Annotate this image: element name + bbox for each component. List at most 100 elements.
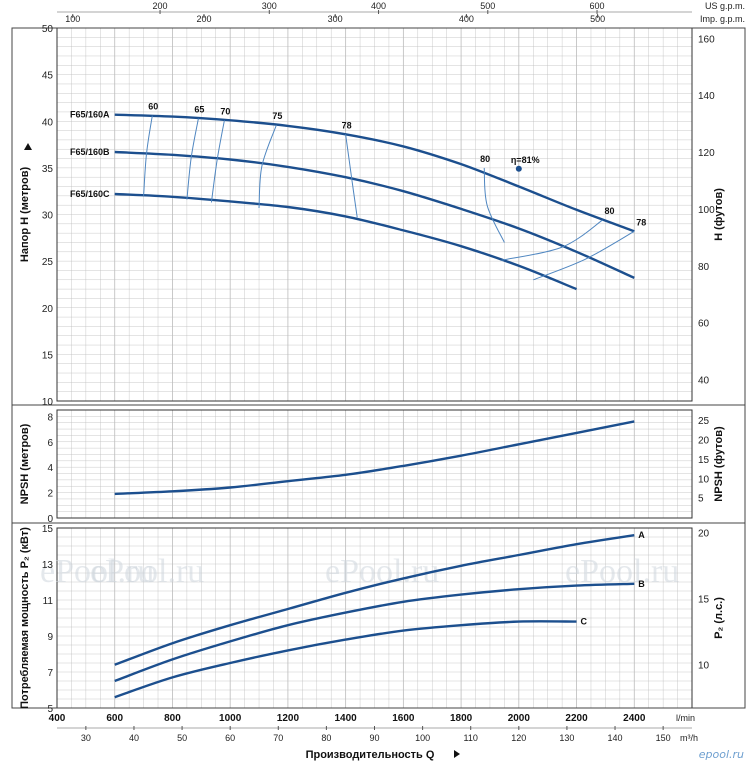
top-tick-label: 300: [262, 1, 277, 11]
x-tick-label: 2400: [623, 713, 646, 724]
x2-tick-label: 70: [273, 733, 283, 743]
top-tick-label: 600: [590, 1, 605, 11]
y-tick-label: 20: [42, 304, 54, 315]
efficiency-label: 70: [220, 106, 230, 116]
footer-logo: epool.ru: [699, 748, 744, 761]
grids: [11, 10, 746, 730]
x-tick-label: 1200: [277, 713, 300, 724]
top-tick-label: 500: [590, 14, 605, 24]
y-tick-label: 13: [42, 560, 54, 571]
efficiency-line: [258, 124, 277, 209]
series-label: B: [638, 579, 645, 589]
x-unit-primary: l/min: [676, 713, 695, 723]
top-axis-unit: US g.p.m.: [705, 1, 745, 11]
x-unit-secondary: m³/h: [680, 733, 698, 743]
y2-tick-label: 20: [698, 436, 710, 447]
x2-tick-label: 30: [81, 733, 91, 743]
y-tick-label: 15: [42, 350, 54, 361]
y-tick-label: 5: [47, 704, 53, 715]
y-axis-arrow-icon: [24, 143, 32, 150]
x2-tick-label: 110: [464, 733, 478, 743]
y2-tick-label: 15: [698, 455, 710, 466]
y-axis-label: NPSH (метров): [19, 423, 31, 504]
y2-tick-label: 100: [698, 205, 715, 216]
y-axis-label: Напор H (метров): [19, 167, 31, 263]
top-tick-label: 100: [65, 14, 80, 24]
x2-tick-label: 120: [511, 733, 526, 743]
x2-tick-label: 40: [129, 733, 139, 743]
x2-tick-label: 60: [225, 733, 235, 743]
top-tick-label: 400: [371, 1, 386, 11]
series-line-power-1: [114, 582, 635, 683]
series-label: F65/160C: [70, 189, 110, 199]
y-tick-label: 15: [42, 524, 54, 535]
x2-tick-label: 150: [656, 733, 671, 743]
efficiency-line: [483, 167, 505, 243]
y-tick-label: 4: [47, 463, 53, 474]
top-tick-label: 300: [328, 14, 343, 24]
y-tick-label: 9: [47, 632, 53, 643]
panel-frame: [56, 409, 693, 519]
efficiency-line: [143, 115, 153, 196]
y-tick-label: 50: [42, 24, 54, 35]
series-line-head-0: [114, 113, 635, 233]
y-tick-label: 45: [42, 71, 54, 82]
y2-tick-label: 160: [698, 34, 715, 45]
series-label: F65/160B: [70, 147, 110, 157]
efficiency-line: [210, 120, 225, 203]
series-line-npsh-0: [114, 420, 635, 496]
x-tick-label: 600: [106, 713, 123, 724]
series-label: C: [581, 617, 588, 627]
watermark-text: ePool.ru: [40, 553, 154, 590]
x-tick-label: 1000: [219, 713, 242, 724]
series-line-head-1: [114, 150, 635, 279]
efficiency-label: 60: [148, 102, 158, 112]
y2-tick-label: 25: [698, 416, 710, 427]
y2-tick-label: 80: [698, 262, 710, 273]
watermark-text: ePool.ru: [90, 553, 204, 590]
y-tick-label: 0: [47, 514, 53, 525]
y2-tick-label: 10: [698, 661, 710, 672]
x-tick-label: 1800: [450, 713, 473, 724]
efficiency-label: 80: [605, 206, 615, 216]
top-tick-label: 500: [480, 1, 495, 11]
x2-tick-label: 50: [177, 733, 187, 743]
efficiency-label: 78: [342, 120, 352, 130]
x-axis-label: Производительность Q: [306, 749, 435, 761]
x-tick-label: 1400: [335, 713, 358, 724]
series-label: A: [638, 530, 645, 540]
x2-tick-label: 90: [369, 733, 379, 743]
x2-tick-label: 140: [608, 733, 623, 743]
y-tick-label: 10: [42, 397, 54, 408]
x2-tick-label: 80: [321, 733, 331, 743]
bep-label: η=81%: [511, 155, 540, 165]
efficiency-label: 65: [194, 104, 204, 114]
y2-axis-label: H (футов): [713, 188, 725, 241]
top-tick-label: 200: [153, 1, 168, 11]
y2-tick-label: 120: [698, 148, 715, 159]
y-tick-label: 7: [47, 668, 53, 679]
efficiency-label: 78: [636, 217, 646, 227]
x2-tick-label: 100: [415, 733, 430, 743]
efficiency-line: [501, 219, 603, 261]
y2-tick-label: 15: [698, 594, 710, 605]
x-tick-label: 1600: [392, 713, 415, 724]
y-tick-label: 2: [47, 489, 53, 500]
y-tick-label: 11: [43, 596, 54, 607]
bep-point: [515, 165, 522, 172]
x-axis-arrow-icon: [454, 750, 460, 758]
y-tick-label: 30: [42, 211, 54, 222]
top-axis-unit: Imp. g.p.m.: [700, 14, 745, 24]
y2-axis-label: NPSH (футов): [713, 426, 725, 502]
x2-tick-label: 130: [559, 733, 574, 743]
x-tick-label: 2000: [508, 713, 531, 724]
y2-tick-label: 60: [698, 319, 710, 330]
top-tick-label: 400: [459, 14, 474, 24]
series-line-power-2: [114, 620, 577, 699]
y-tick-label: 35: [42, 164, 54, 175]
series-label: F65/160A: [70, 110, 110, 120]
outer-frame: [11, 27, 746, 709]
x-tick-label: 2200: [565, 713, 588, 724]
